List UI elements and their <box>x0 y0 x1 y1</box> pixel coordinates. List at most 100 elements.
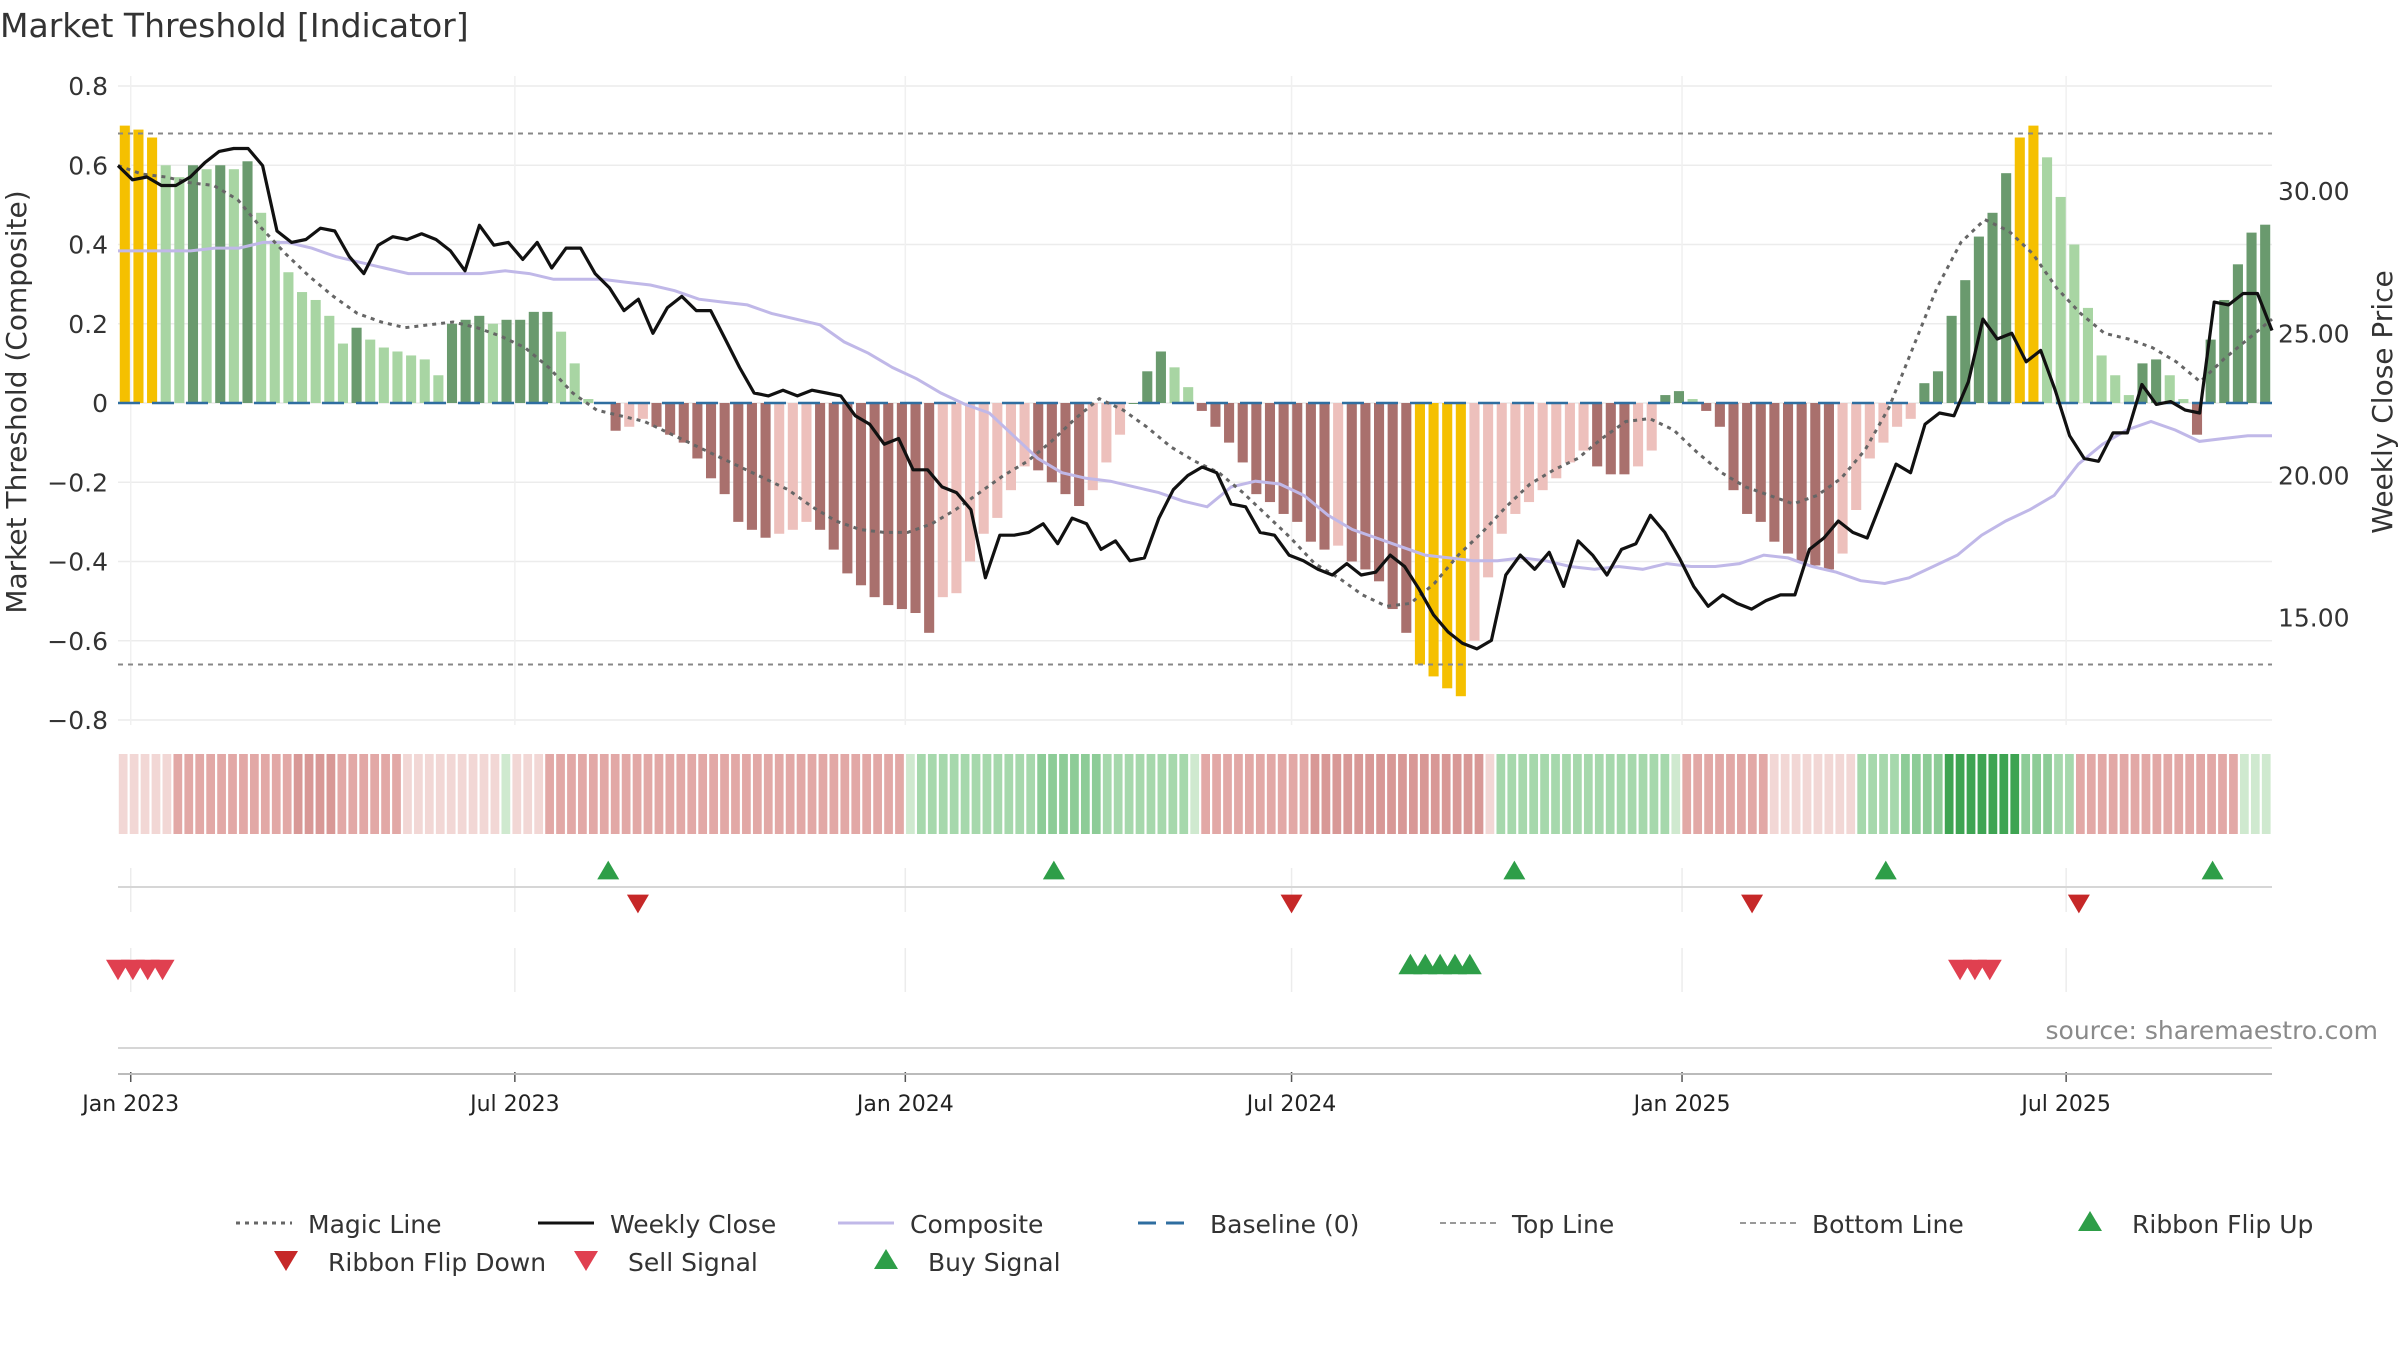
composite-bar <box>965 403 976 562</box>
composite-bar <box>1714 403 1725 427</box>
composite-bar <box>1742 403 1753 514</box>
ribbon-cell <box>1605 754 1615 834</box>
composite-bar <box>1401 403 1412 633</box>
composite-bar <box>1101 403 1112 463</box>
chart-title: Market Threshold [Indicator] <box>0 6 469 45</box>
composite-bar <box>556 331 567 403</box>
ribbon-cell <box>1277 754 1287 834</box>
composite-bar <box>1224 403 1235 443</box>
composite-bar <box>1033 403 1044 471</box>
ribbon-cell <box>2021 754 2031 834</box>
ribbon-cell <box>927 754 937 834</box>
legend-label: Sell Signal <box>628 1248 758 1277</box>
ribbon-cell <box>260 754 270 834</box>
composite-bar <box>1074 403 1085 507</box>
ribbon-cell <box>873 754 882 834</box>
ribbon-cell <box>2097 754 2107 834</box>
composite-bar <box>978 403 989 534</box>
composite-bar <box>842 403 853 574</box>
composite-bar <box>1892 403 1903 427</box>
ribbon-cell <box>162 754 172 834</box>
ribbon-cell <box>1146 754 1156 834</box>
composite-bar <box>2164 375 2175 403</box>
ribbon-cell <box>1037 754 1046 834</box>
ribbon-cell <box>337 754 347 834</box>
magic-line <box>117 164 2273 608</box>
ribbon-cell <box>1737 754 1746 834</box>
composite-bar <box>1155 351 1166 403</box>
ribbon-cell <box>1955 754 1965 834</box>
ribbon-cell <box>774 754 784 834</box>
ribbon-cell <box>392 754 401 834</box>
y-tick-label-right: 25.00 <box>2278 319 2350 348</box>
composite-bar <box>2110 375 2121 403</box>
ribbon-cell <box>578 754 587 834</box>
composite-bar <box>583 399 594 403</box>
legend-triangle-up <box>874 1249 898 1269</box>
ribbon-cell <box>1409 754 1418 834</box>
ribbon-cell <box>676 754 686 834</box>
composite-bar <box>187 165 199 403</box>
legend-label: Ribbon Flip Down <box>328 1248 546 1277</box>
ribbon-cell <box>2239 754 2249 834</box>
y-tick-label-left: 0 <box>92 389 108 418</box>
composite-bar <box>1060 403 1071 495</box>
ribbon-cell <box>2261 754 2271 834</box>
composite-bar <box>1796 403 1807 562</box>
ribbon-cell <box>2108 754 2118 834</box>
composite-bar <box>228 169 239 403</box>
ribbon-cell <box>1288 754 1298 834</box>
ribbon-cell <box>184 754 194 834</box>
ribbon-cell <box>1824 754 1834 834</box>
ribbon-cell <box>1048 754 1057 834</box>
composite-bar <box>378 347 389 403</box>
ribbon-cell <box>2218 754 2227 834</box>
ribbon-cell <box>1004 754 1014 834</box>
y-tick-label-right: 20.00 <box>2278 461 2350 490</box>
composite-bar <box>419 359 430 403</box>
ribbon-cell <box>1255 754 1265 834</box>
ribbon-cell <box>1529 754 1539 834</box>
composite-bar <box>1932 371 1944 403</box>
ribbon-cell <box>2086 754 2096 834</box>
composite-bar <box>351 327 362 403</box>
ribbon-cell <box>501 754 511 834</box>
composite-bar <box>1483 403 1494 578</box>
composite-bar <box>2123 395 2134 403</box>
composite-bar <box>1442 403 1453 689</box>
ribbon-cell <box>1551 754 1560 834</box>
ribbon-cell <box>457 754 467 834</box>
ribbon-cell <box>1091 754 1101 834</box>
ribbon-cell <box>906 754 915 834</box>
ribbon-cell <box>960 754 970 834</box>
x-tick-label: Jan 2023 <box>80 1092 179 1117</box>
legend-label: Top Line <box>1511 1210 1614 1239</box>
ribbon-cell <box>534 754 544 834</box>
ribbon-cell <box>2010 754 2020 834</box>
composite-bar <box>1346 403 1357 562</box>
ribbon-cell <box>1474 754 1484 834</box>
composite-bar <box>2042 157 2053 403</box>
ribbon-cell <box>1977 754 1987 834</box>
composite-bar <box>1673 391 1685 403</box>
legend-label: Bottom Line <box>1812 1210 1964 1239</box>
ribbon-cell <box>1266 754 1276 834</box>
composite-bar <box>2001 173 2012 403</box>
composite-bar <box>1837 403 1848 554</box>
composite-bar <box>160 165 171 403</box>
ribbon-cell <box>1769 754 1779 834</box>
composite-bar <box>896 403 907 610</box>
ribbon-cell <box>1015 754 1025 834</box>
ribbon-cell <box>446 754 456 834</box>
composite-bar <box>1987 212 1998 403</box>
composite-bar <box>2191 403 2203 435</box>
composite-bar <box>256 212 267 403</box>
composite-bar <box>1919 383 1930 403</box>
composite-bar <box>1196 403 1207 411</box>
ribbon-cell <box>687 754 697 834</box>
ribbon-cell <box>1310 754 1320 834</box>
ribbon-cell <box>796 754 806 834</box>
composite-bar <box>1728 403 1739 491</box>
y-tick-label-left: −0.8 <box>47 706 108 735</box>
